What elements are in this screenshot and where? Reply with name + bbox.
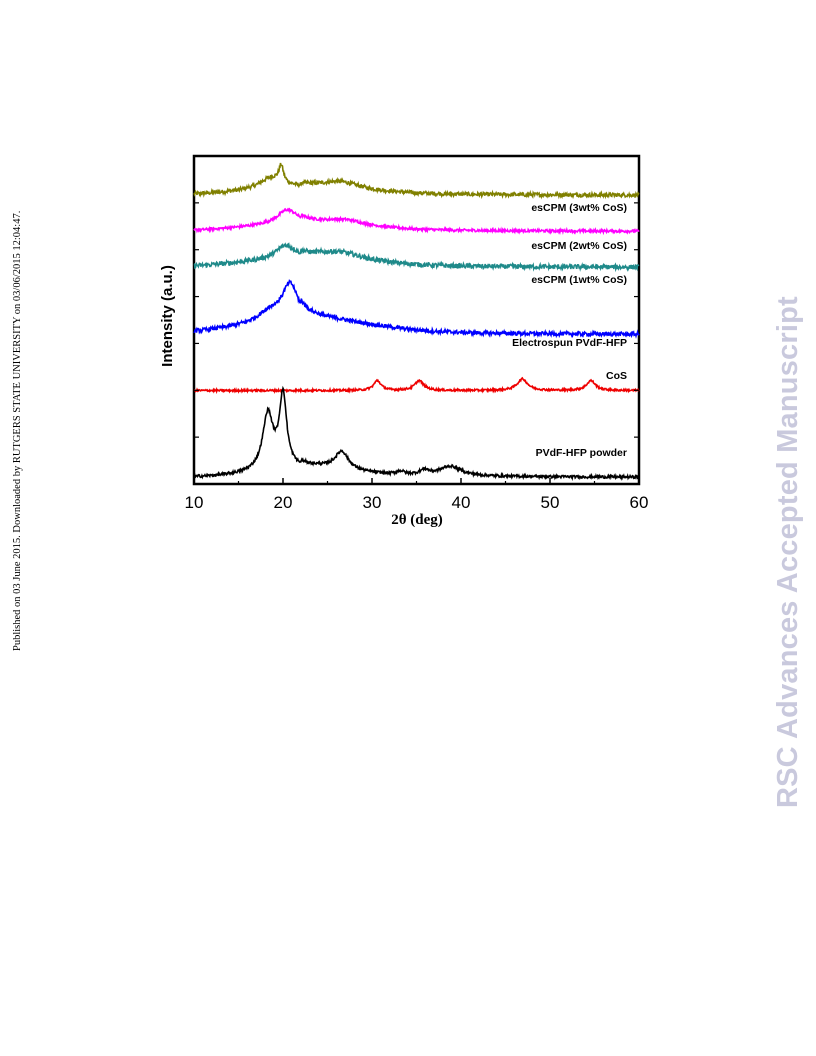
series-line-0 (193, 162, 640, 200)
x-tick-label-0: 10 (185, 493, 204, 512)
x-tick-label-5: 60 (630, 493, 649, 512)
x-tick-label-4: 50 (541, 493, 560, 512)
series-line-5 (193, 385, 640, 482)
x-axis-label: 2θ (deg) (391, 512, 443, 528)
y-axis-label: Intensity (a.u.) (159, 265, 176, 367)
series-label-1: esCPM (2wt% CoS) (531, 240, 627, 252)
series-label-2: esCPM (1wt% CoS) (531, 274, 627, 286)
series-label-3: Electrospun PVdF-HFP (512, 337, 627, 349)
series-label-4: CoS (606, 370, 627, 382)
series-layer: esCPM (3wt% CoS) esCPM (2wt% CoS) esCPM (1… (193, 162, 640, 482)
series-line-2 (193, 241, 640, 273)
tick-layer: 10 20 30 40 50 60 (185, 202, 649, 512)
x-tick-label-3: 40 (452, 493, 471, 512)
series-label-5: PVdF-HFP powder (536, 447, 627, 459)
x-tick-label-1: 20 (274, 493, 293, 512)
x-tick-label-2: 30 (363, 493, 382, 512)
series-label-0: esCPM (3wt% CoS) (531, 202, 627, 214)
series-line-4 (193, 376, 640, 395)
series-line-1 (193, 207, 640, 236)
series-line-3 (193, 278, 640, 339)
